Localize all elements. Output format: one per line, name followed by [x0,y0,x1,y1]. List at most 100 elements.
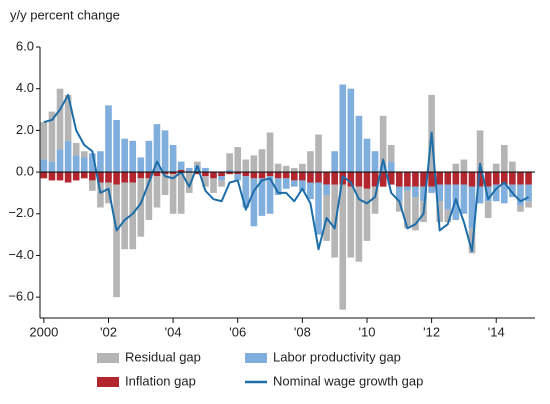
bar [492,184,500,202]
bar [307,182,314,200]
bar [177,172,185,214]
bar [72,172,80,181]
bar [517,205,524,212]
bar [234,174,242,181]
bar [500,144,508,173]
bar [234,147,242,173]
y-axis-label: y/y percent change [10,7,120,22]
bar [460,172,468,185]
bar [509,161,516,173]
bar [169,172,177,175]
bar [218,176,225,181]
x-tick-label: 2000 [29,324,58,339]
bar [48,111,56,162]
bar [525,201,532,208]
x-tick-label: '06 [229,324,246,339]
bar [161,172,169,175]
bar [185,172,193,193]
bar [299,180,306,191]
bar [323,172,330,185]
bar [48,161,56,173]
bar [436,201,443,223]
bar [113,119,120,173]
bar [476,172,484,187]
legend-label: Inflation gap [125,373,196,388]
bar [452,163,460,173]
bar [420,172,427,187]
legend-label: Labor productivity gap [273,349,401,364]
bar [218,172,225,177]
bar [387,161,395,173]
bar [89,180,96,191]
bar [484,201,492,218]
bar [460,159,468,173]
bar [234,172,242,175]
bar [371,151,379,173]
bar [387,144,395,162]
bar [56,88,64,150]
bar [145,140,153,173]
bar [395,201,403,212]
bar [290,172,298,181]
bar [80,172,88,179]
bar [307,151,314,173]
bar [371,172,379,187]
bar [194,161,201,166]
bar [129,140,137,173]
bar [444,209,452,223]
bar [331,151,338,173]
bar [500,172,508,185]
bar [307,172,314,183]
bar [363,188,371,241]
bar [525,172,532,185]
bar [161,174,169,196]
bar [420,186,427,202]
bar [468,186,476,229]
bar [468,172,476,187]
bar [347,88,355,173]
bar [452,172,460,185]
bar [484,186,492,202]
bar [153,176,161,208]
bar [428,186,435,193]
bar [476,130,484,173]
bar [509,172,516,185]
bar [258,149,266,173]
bar [460,184,468,214]
bar [315,172,322,183]
bar [436,172,443,185]
bar [242,159,250,173]
bar [363,172,371,189]
bar [169,144,177,173]
bar [290,167,298,173]
bar [315,182,322,235]
bar [121,172,128,183]
bar [258,178,266,216]
x-tick-label: '02 [100,324,117,339]
bar [347,186,355,258]
bar [282,178,290,189]
bar [379,165,387,173]
x-tick-label: '04 [165,324,182,339]
bar [339,184,347,310]
bar [80,151,88,158]
bar [266,176,274,214]
y-tick-label: 4.0 [16,80,34,95]
bar [226,153,233,170]
bar [355,115,363,173]
bar [492,163,500,173]
legend-swatch [97,353,119,363]
bar [137,157,145,173]
bar [113,172,120,185]
bar [137,172,145,179]
bar [387,172,395,185]
legend-swatch [97,377,119,387]
bar [64,172,72,183]
bar [509,184,516,198]
bar [404,186,411,191]
bar [404,190,411,229]
x-tick-label: '12 [423,324,440,339]
bar [145,172,153,179]
bar [404,172,411,187]
